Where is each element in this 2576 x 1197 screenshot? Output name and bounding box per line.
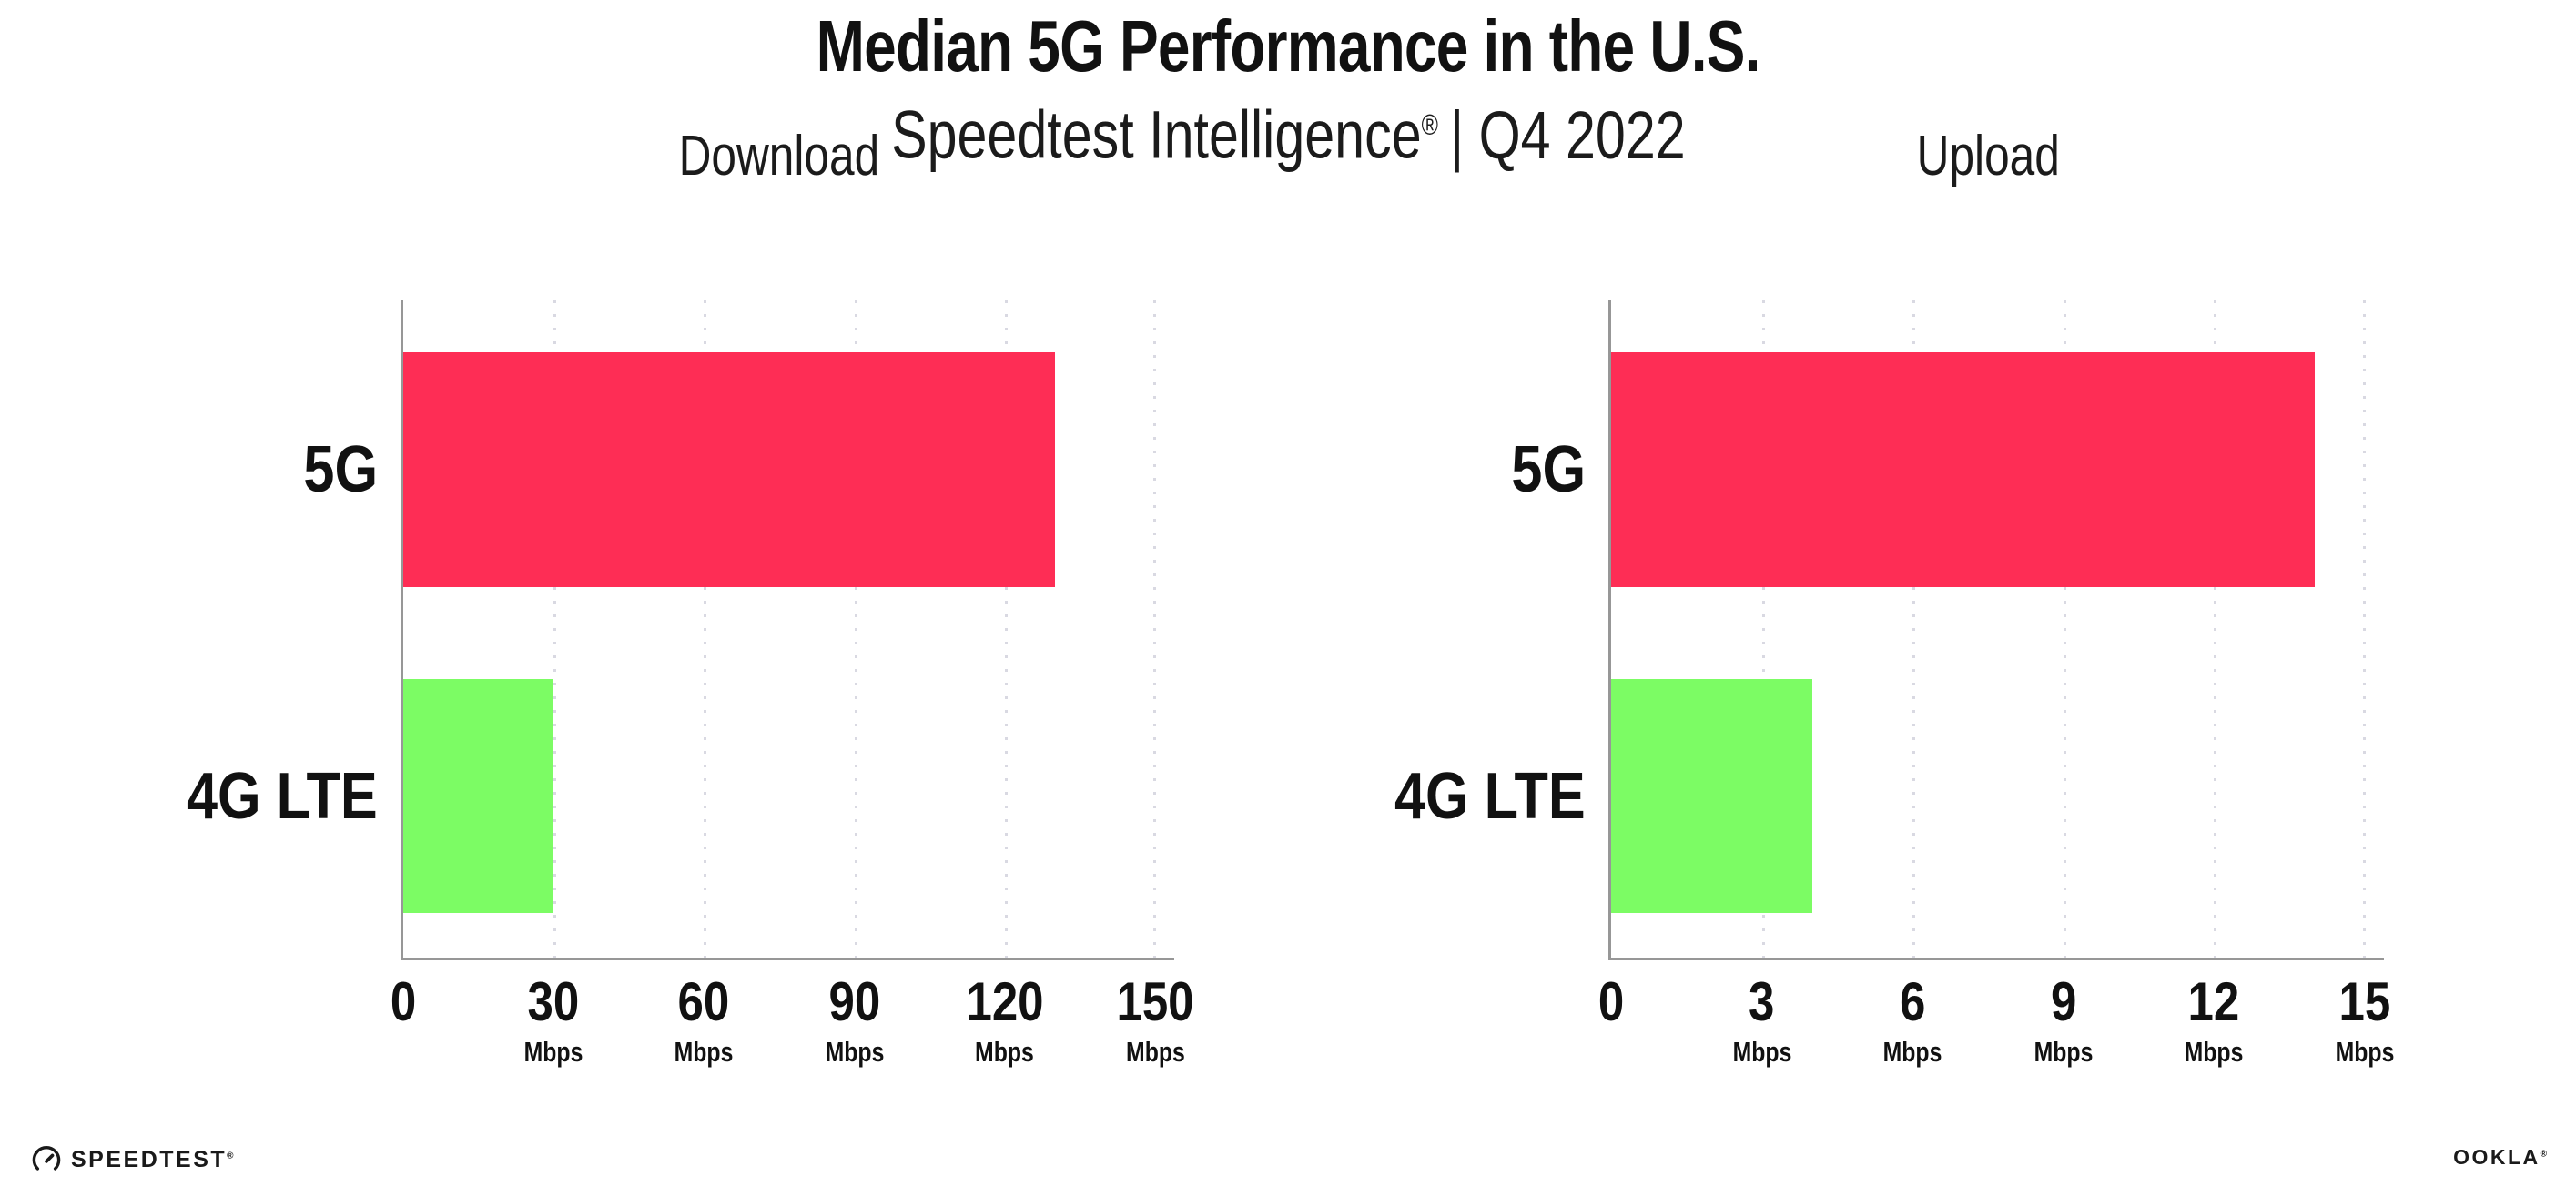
x-tick-0: 0 [390, 971, 417, 1032]
x-tick-15: 15 Mbps [2328, 972, 2402, 1069]
category-label-4g-lte: 4G LTE [187, 759, 378, 833]
x-tick-12: 12 Mbps [2177, 972, 2251, 1069]
page-title-text: Median 5G Performance in the U.S. [816, 5, 1761, 86]
bar-5g-download [403, 352, 1055, 587]
speedtest-gauge-icon [31, 1144, 62, 1175]
chart-title-upload: Upload [1916, 125, 2060, 188]
tick-unit-label: Mbps [523, 1036, 583, 1068]
x-tick-0: 0 [1597, 971, 1625, 1032]
category-label-5g: 5G [1511, 433, 1586, 506]
subtitle-period: | Q4 2022 [1449, 96, 1686, 173]
y-axis-line [401, 300, 403, 960]
y-axis-line [1608, 300, 1611, 960]
x-tick-120: 120 Mbps [959, 972, 1050, 1069]
bar-4g-lte-upload [1611, 679, 1812, 913]
registered-mark: ® [227, 1151, 234, 1161]
speedtest-logo: SPEEDTEST® [31, 1140, 234, 1180]
gridline [1004, 300, 1008, 958]
x-axis-line [401, 958, 1174, 960]
x-tick-60: 60 Mbps [667, 972, 741, 1069]
gridline [2214, 300, 2217, 958]
tick-unit-label: Mbps [674, 1036, 734, 1068]
tick-unit-label: Mbps [2033, 1036, 2094, 1068]
ookla-logo: OOKLA® [2453, 1145, 2547, 1170]
tick-unit-label: Mbps [2185, 1036, 2244, 1068]
gridline [1761, 300, 1765, 958]
chart-title-download: Download [678, 125, 880, 188]
x-tick-9: 9 Mbps [2026, 972, 2100, 1069]
x-axis-line [1608, 958, 2384, 960]
gridline [1912, 300, 1916, 958]
x-tick-30: 30 Mbps [517, 972, 591, 1069]
tick-unit-label: Mbps [1882, 1036, 1942, 1068]
page-subtitle: Speedtest Intelligence® | Q4 2022 [0, 87, 2576, 174]
tick-unit-label: Mbps [2335, 1036, 2395, 1068]
gridline [1153, 300, 1156, 958]
upload-plot-area: 5G 4G LTE 0 3 Mbps 6 Mbps 9 Mbps 12 Mbps… [1394, 300, 2394, 1068]
x-tick-6: 6 Mbps [1876, 972, 1950, 1069]
gridline [854, 300, 857, 958]
x-tick-3: 3 Mbps [1725, 972, 1799, 1069]
gridline [2363, 300, 2366, 958]
registered-mark: ® [2540, 1149, 2547, 1160]
page-title: Median 5G Performance in the U.S. [0, 7, 2576, 86]
category-label-4g-lte: 4G LTE [1394, 759, 1586, 833]
gridline [2063, 300, 2066, 958]
x-tick-150: 150 Mbps [1110, 972, 1201, 1069]
bar-5g-upload [1611, 352, 2315, 587]
gridline [553, 300, 557, 958]
gridline [704, 300, 707, 958]
registered-mark: ® [1421, 109, 1438, 141]
tick-unit-label: Mbps [975, 1036, 1035, 1068]
bar-4g-lte-download [403, 679, 554, 913]
ookla-logo-text: OOKLA [2453, 1145, 2541, 1169]
subtitle-brand: Speedtest Intelligence [890, 96, 1422, 173]
tick-unit-label: Mbps [1125, 1036, 1185, 1068]
x-tick-90: 90 Mbps [817, 972, 891, 1069]
speedtest-logo-text: SPEEDTEST® [71, 1146, 234, 1172]
category-label-5g: 5G [303, 433, 378, 506]
tick-unit-label: Mbps [1732, 1036, 1791, 1068]
tick-unit-label: Mbps [825, 1036, 884, 1068]
download-plot-area: 5G 4G LTE 0 30 Mbps 60 Mbps 90 Mbps 120 … [187, 300, 1194, 1068]
